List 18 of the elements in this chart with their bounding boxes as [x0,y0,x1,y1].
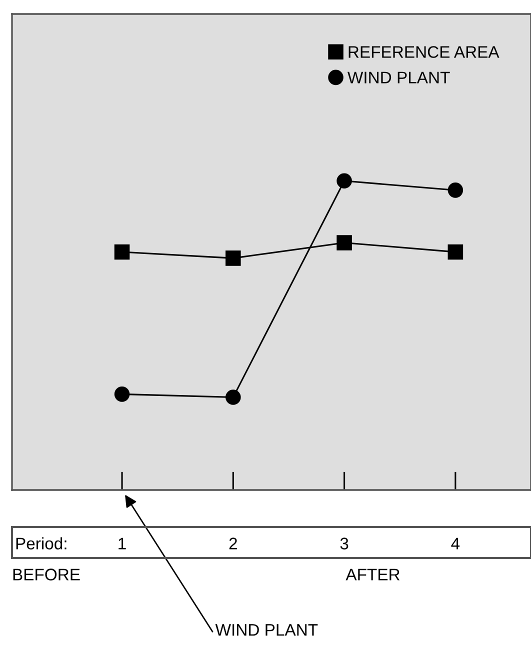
point [336,173,352,189]
text: BEFORE [13,568,80,580]
point [114,386,130,402]
point [226,390,241,405]
x-tick-label: 1 [118,538,126,550]
legend-label: REFERENCE AREA [348,46,500,58]
x-axis-title: Period: [16,537,66,550]
legend-label: WIND PLANT [348,72,450,84]
x-tick-label: 4 [451,538,460,550]
point [448,244,464,260]
point [226,250,241,266]
x-tick-label: 2 [229,538,237,550]
x-tick-label: 3 [340,538,348,550]
text: AFTER [346,568,400,580]
text: WIND PLANT [215,624,318,636]
point [114,244,130,260]
point [448,182,464,198]
point [336,235,352,250]
